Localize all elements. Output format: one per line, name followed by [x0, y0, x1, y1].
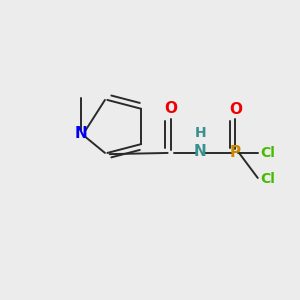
- Text: N: N: [194, 144, 206, 159]
- Text: H: H: [195, 126, 206, 140]
- Text: N: N: [74, 126, 87, 141]
- Text: P: P: [230, 146, 241, 160]
- Text: O: O: [164, 101, 177, 116]
- Text: Cl: Cl: [260, 172, 275, 186]
- Text: Cl: Cl: [260, 146, 275, 160]
- Text: O: O: [229, 102, 242, 117]
